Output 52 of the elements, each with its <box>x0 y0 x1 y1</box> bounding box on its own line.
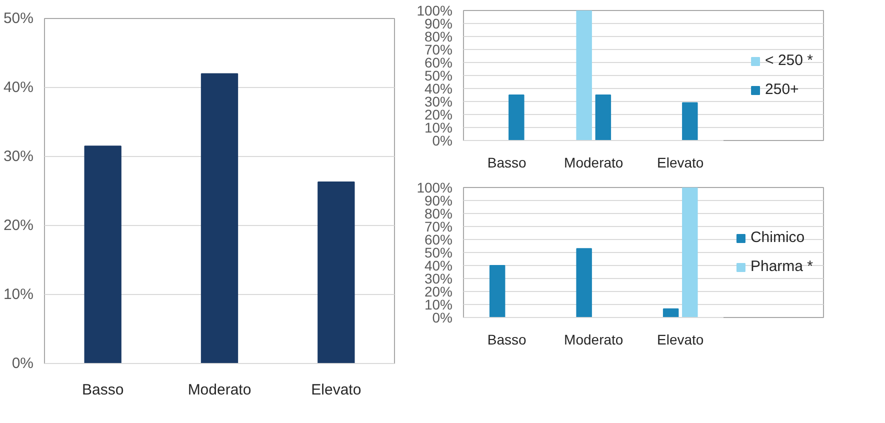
bar <box>84 146 122 364</box>
y-tick-label: 0% <box>12 355 34 372</box>
y-tick-label: 20% <box>424 106 453 122</box>
legend-label: Chimico <box>750 229 805 246</box>
y-tick-label: 40% <box>424 80 453 96</box>
y-tick-label: 30% <box>3 148 34 165</box>
y-tick-label: 90% <box>424 16 453 32</box>
x-tick-label: Basso <box>487 154 527 170</box>
x-tick-label: Elevato <box>657 154 704 170</box>
y-tick-label: 20% <box>424 284 453 300</box>
y-tick-label: 60% <box>424 54 453 70</box>
y-tick-label: 30% <box>424 270 453 286</box>
y-tick-label: 10% <box>3 286 34 303</box>
y-tick-label: 30% <box>424 94 453 110</box>
bar <box>576 10 592 140</box>
legend-label: Pharma * <box>750 258 813 275</box>
y-tick-label: 60% <box>424 232 453 248</box>
bar <box>200 73 238 364</box>
x-tick-label: Moderato <box>564 332 624 348</box>
y-tick-label: 80% <box>424 28 453 44</box>
bar <box>508 94 524 140</box>
x-tick-label: Elevato <box>311 382 362 398</box>
bar <box>318 182 355 364</box>
y-tick-label: 10% <box>424 296 453 312</box>
y-tick-label: 0% <box>432 132 452 148</box>
y-tick-label: 100% <box>416 2 453 18</box>
x-tick-label: Elevato <box>657 332 704 348</box>
y-tick-label: 70% <box>424 218 453 234</box>
y-tick-label: 50% <box>3 10 34 27</box>
x-tick-label: Basso <box>487 332 527 348</box>
legend-label: 250+ <box>765 81 799 98</box>
y-tick-label: 0% <box>432 310 452 326</box>
x-tick-label: Moderato <box>564 154 624 170</box>
y-tick-label: 50% <box>424 244 453 260</box>
legend-label: < 250 * <box>765 52 813 69</box>
y-tick-label: 10% <box>424 120 453 136</box>
y-tick-label: 90% <box>424 192 453 208</box>
bar <box>682 102 698 140</box>
bar <box>576 248 592 318</box>
y-tick-label: 100% <box>416 180 453 196</box>
bar <box>489 265 506 318</box>
y-tick-label: 50% <box>424 68 453 84</box>
bar <box>662 308 679 318</box>
x-tick-label: Moderato <box>188 382 252 398</box>
bar <box>595 94 612 140</box>
y-tick-label: 20% <box>3 217 34 234</box>
y-tick-label: 80% <box>424 206 453 222</box>
y-tick-label: 70% <box>424 42 453 58</box>
y-tick-label: 40% <box>424 258 453 274</box>
x-tick-label: Basso <box>82 382 124 398</box>
y-tick-label: 40% <box>3 79 34 96</box>
bar <box>682 188 698 318</box>
